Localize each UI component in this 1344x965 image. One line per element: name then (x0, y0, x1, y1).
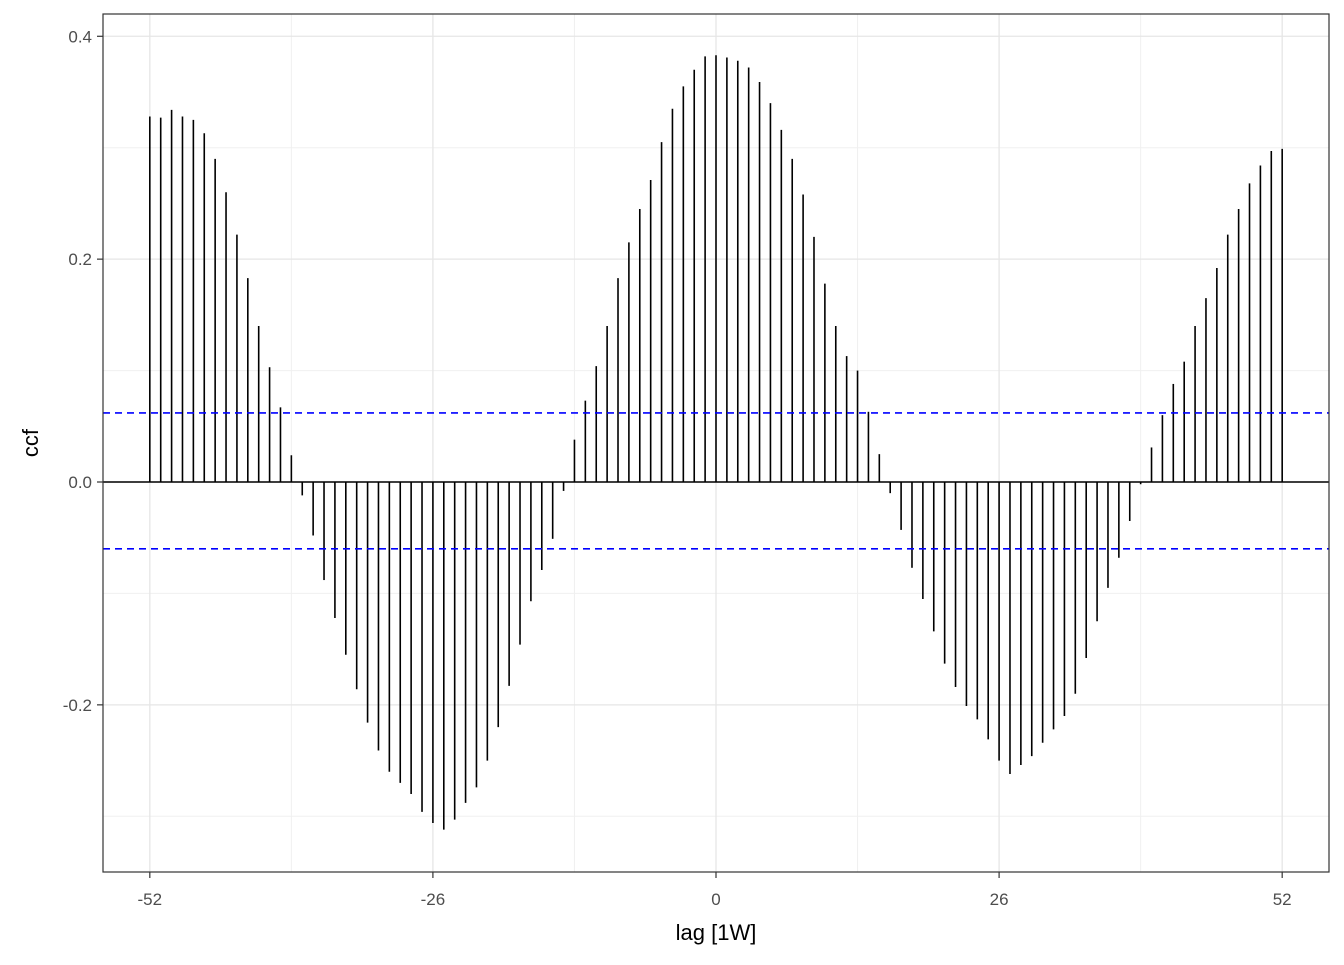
y-axis: -0.2 0.0 0.2 0.4 (63, 27, 103, 715)
ccf-bars (149, 55, 1283, 830)
y-tick-label: 0.0 (68, 473, 92, 492)
x-axis: -52 -26 0 26 52 (138, 872, 1292, 909)
x-axis-title: lag [1W] (676, 920, 757, 945)
x-tick-label: 26 (990, 890, 1009, 909)
y-tick-label: -0.2 (63, 696, 92, 715)
x-tick-label: -26 (421, 890, 446, 909)
y-tick-label: 0.4 (68, 27, 92, 46)
x-tick-label: 52 (1273, 890, 1292, 909)
y-axis-title: ccf (18, 428, 43, 457)
significance-bounds (103, 412, 1329, 550)
x-tick-label: 0 (711, 890, 720, 909)
x-tick-label: -52 (138, 890, 163, 909)
y-tick-label: 0.2 (68, 250, 92, 269)
